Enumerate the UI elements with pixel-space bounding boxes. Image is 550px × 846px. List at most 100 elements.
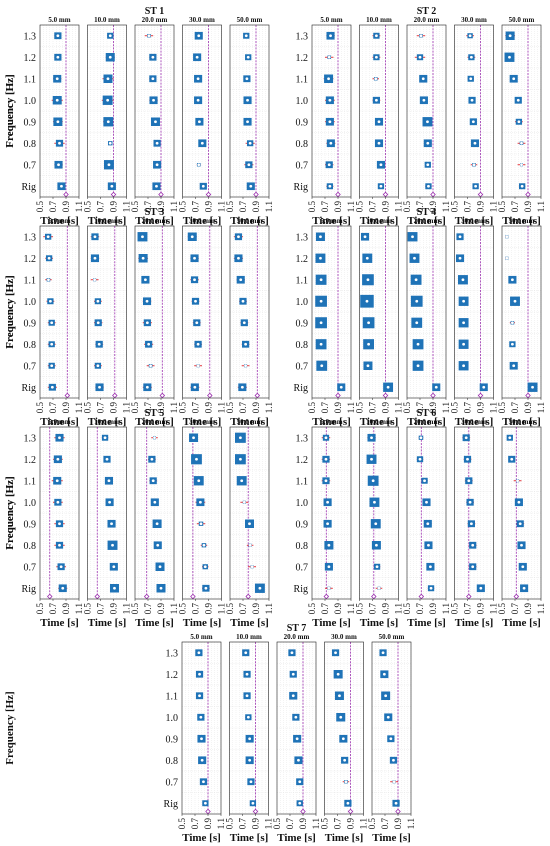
subplot-title: 30.0 mm [461,217,487,225]
median-dot [343,758,347,762]
x-tick-label: 1.1 [394,603,404,614]
median-dot [423,479,426,483]
plot-frame [229,426,270,600]
x-tick-label: 1.1 [346,402,356,413]
y-tick-label: 1.3 [296,232,309,243]
x-tick-label: 1.1 [441,603,451,614]
median-dot [241,299,245,303]
x-axis-label: Time [s] [312,215,351,227]
median-dot [199,522,203,526]
y-tick-label: 1.1 [24,74,37,85]
subplot-title: 20.0 mm [142,16,168,24]
x-tick-label: 0.9 [204,201,214,213]
median-dot [158,565,162,569]
subplot-title: 50.0 mm [509,16,535,24]
reference-marker [430,392,436,399]
x-tick-label: 1.1 [406,818,416,829]
median-dot [479,586,483,590]
plot-frame [181,641,222,815]
median-dot [192,436,195,440]
y-tick-label: 0.7 [296,361,309,372]
reference-marker [63,191,69,198]
median-dot [144,278,147,282]
median-dot [56,457,60,461]
subplot-title: 20.0 mm [414,418,440,426]
median-dot [247,163,251,167]
x-tick-label: 0.7 [320,603,330,615]
median-dot [103,436,107,440]
x-tick-label: 0.5 [225,603,235,615]
x-tick-label: 0.9 [251,603,261,615]
median-dot [106,120,110,124]
y-tick-label: 0.9 [24,318,37,329]
median-dot [326,522,329,526]
median-dot [55,77,59,81]
reference-marker [245,593,251,600]
median-dot [58,436,61,440]
median-dot [462,364,465,368]
median-dot [244,34,248,38]
median-dot [106,98,110,102]
subplot-title: 10.0 mm [366,16,392,24]
x-axis-label: Time [s] [360,617,399,629]
median-dot [319,235,322,239]
median-dot [190,235,194,239]
median-dot [462,321,465,325]
median-dot [328,120,332,124]
y-tick-label: 0.9 [296,519,309,530]
panel-title: ST 4 [417,207,437,218]
reference-marker [513,593,520,600]
y-tick-label: Rig [294,383,308,394]
x-tick-label: 0.5 [225,201,235,213]
x-axis-label: Time [s] [502,416,541,428]
x-tick-label: 0.7 [510,402,520,414]
y-tick-label: 1.1 [296,476,309,487]
median-dot [245,77,249,81]
x-axis-label: Time [s] [407,416,446,428]
y-tick-label: 0.9 [24,519,37,530]
y-tick-label: 1.2 [296,455,309,466]
median-dot [55,479,59,483]
subplot: 30.0 mm 0.5 0.7 0.9 1.1 Time [s] [320,633,369,844]
y-tick-label: Rig [22,584,36,595]
x-tick-label: 0.9 [333,201,343,213]
median-dot [466,457,469,461]
median-dot [56,120,60,124]
median-dot [394,801,398,805]
median-dot [49,299,52,303]
x-tick-label: 0.5 [402,603,412,615]
x-tick-label: 0.7 [463,402,473,414]
median-dot [245,672,249,676]
x-tick-label: 0.7 [320,402,330,414]
median-dot [239,457,242,461]
x-tick-label: 0.9 [476,201,486,213]
subplot-title: 20.0 mm [142,217,168,225]
median-dot [426,141,430,145]
subplot-title: 10.0 mm [94,16,120,24]
subplot-title: 5.0 mm [320,418,342,426]
median-dot [375,55,378,59]
median-dot [110,184,114,188]
median-dot [324,479,328,483]
median-dot [193,278,196,282]
median-dot [319,256,322,260]
median-dot [505,256,509,260]
median-dot [196,98,200,102]
median-dot [381,651,385,655]
x-tick-label: 0.5 [355,201,365,213]
subplot-title: 30.0 mm [189,16,215,24]
x-tick-label: 1.1 [441,402,451,413]
y-tick-label: 0.9 [296,117,309,128]
median-dot [258,586,262,590]
median-dot [196,364,200,368]
x-tick-label: 1.1 [536,603,546,614]
x-tick-label: 0.9 [346,818,356,830]
x-tick-label: 0.7 [463,603,473,615]
median-dot [327,77,330,81]
plot-frame [311,24,352,198]
median-dot [204,801,207,805]
subplot-title: 10.0 mm [236,633,262,641]
median-dot [298,801,302,805]
